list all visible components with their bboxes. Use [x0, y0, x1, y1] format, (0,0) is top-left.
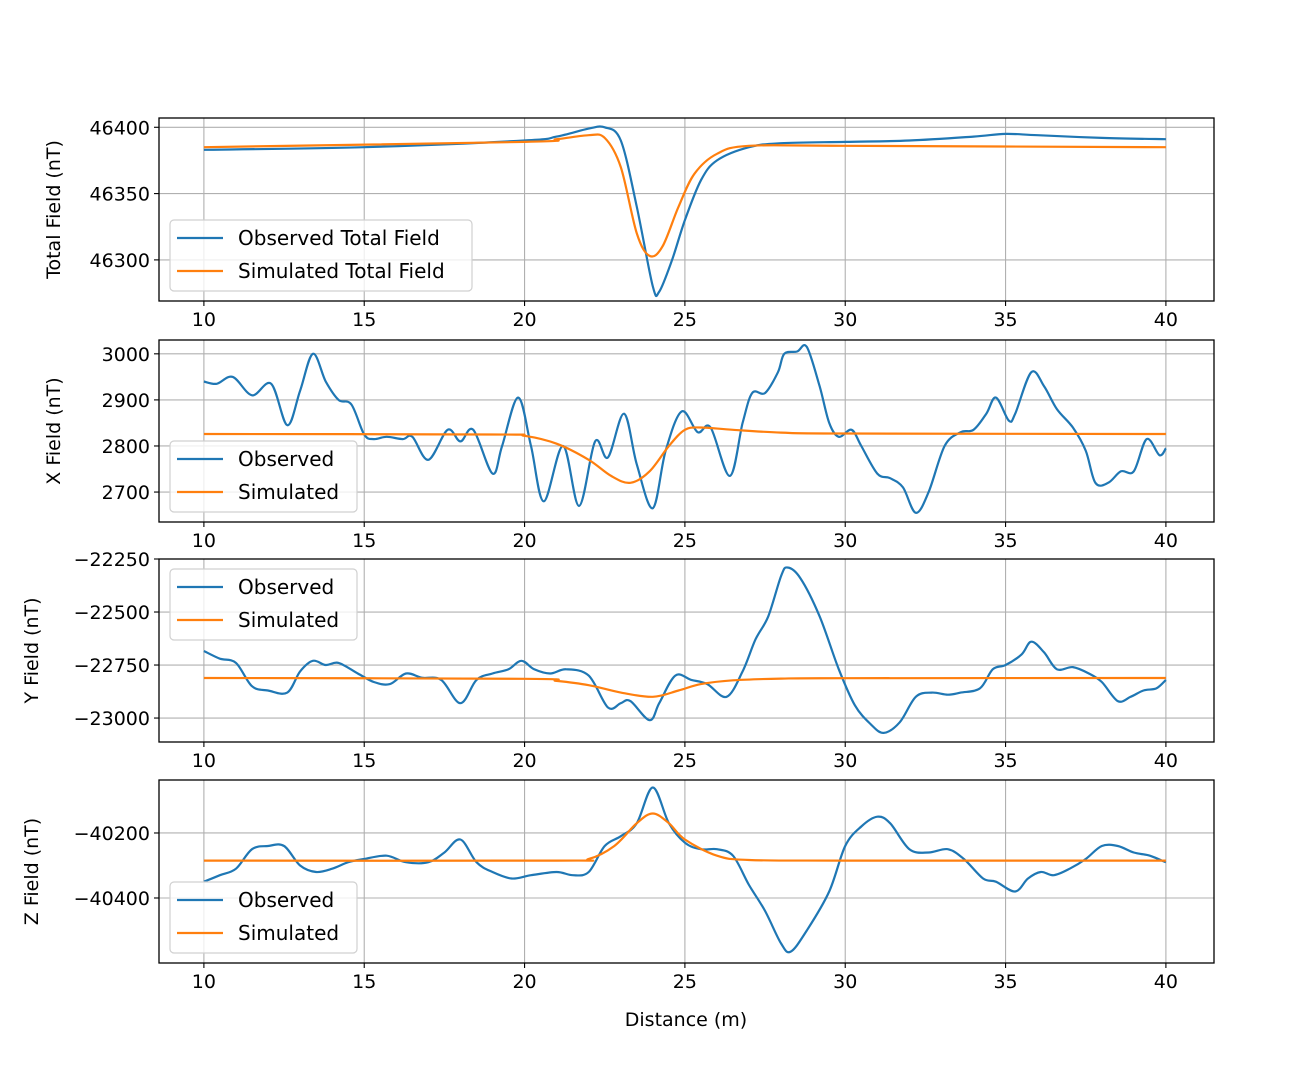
y-tick-label: 46400: [90, 117, 150, 139]
axes-frame: [158, 779, 1215, 964]
x-tick-label: 20: [512, 530, 536, 552]
x-tick-label: 25: [673, 750, 697, 772]
x-tick-label: 15: [352, 750, 376, 772]
subplot-3: 10 15 20 25 30 35 40 −22250 −22500 −22750 −23000 Y …: [21, 549, 1215, 772]
x-tick-label: 40: [1154, 750, 1178, 772]
series-line-observed-total-field: [203, 125, 1166, 298]
axes-frame: [158, 117, 1215, 302]
x-tick-label: 20: [512, 971, 536, 993]
legend-label: Observed: [238, 447, 334, 471]
y-tick-label: −40200: [74, 823, 150, 845]
subplot-4: 10 15 20 25 30 35 40 −40200 −40400 Z Field (nT) Ob…: [21, 779, 1215, 993]
y-tick-label: 3000: [102, 344, 150, 366]
legend-label: Simulated Total Field: [238, 259, 445, 283]
legend-label: Observed: [238, 888, 334, 912]
x-tick-label: 30: [833, 530, 857, 552]
y-tick-label: −22750: [74, 655, 150, 677]
y-tick-label: −40400: [74, 888, 150, 910]
legend: Observed Simulated: [169, 440, 358, 513]
x-tick-label: 25: [673, 309, 697, 331]
y-tick-label: 46300: [90, 250, 150, 272]
x-tick-label: 20: [512, 309, 536, 331]
x-tick-label: 15: [352, 309, 376, 331]
x-tick-label: 10: [192, 971, 216, 993]
x-tick-label: 10: [192, 750, 216, 772]
x-tick-label: 35: [993, 309, 1017, 331]
x-tick-label: 40: [1154, 530, 1178, 552]
x-tick-label: 15: [352, 530, 376, 552]
x-tick-label: 25: [673, 530, 697, 552]
x-tick-label: 10: [192, 309, 216, 331]
series-line-observed: [203, 343, 1167, 514]
x-tick-label: 35: [993, 530, 1017, 552]
x-tick-label: 10: [192, 530, 216, 552]
y-tick-label: −22500: [74, 602, 150, 624]
x-axis-label: Distance (m): [625, 1009, 747, 1031]
y-axis-label: Z Field (nT): [21, 818, 43, 925]
x-tick-label: 30: [833, 971, 857, 993]
legend-label: Simulated: [238, 480, 339, 504]
legend-label: Simulated: [238, 921, 339, 945]
x-tick-label: 40: [1154, 309, 1178, 331]
legend: Observed Simulated: [169, 881, 358, 954]
x-tick-label: 20: [512, 750, 536, 772]
y-tick-label: 2800: [102, 436, 150, 458]
series-line-simulated: [203, 426, 1166, 484]
series-line-simulated: [203, 676, 1166, 698]
subplot-1: 10 15 20 25 30 35 40 46300 46350 46400 Total Field…: [43, 117, 1215, 331]
series-line-simulated: [203, 812, 1166, 862]
y-axis-label: Y Field (nT): [21, 597, 43, 704]
x-tick-label: 30: [833, 309, 857, 331]
axes-frame: [158, 558, 1215, 743]
x-tick-label: 40: [1154, 971, 1178, 993]
x-tick-label: 25: [673, 971, 697, 993]
x-tick-label: 35: [993, 971, 1017, 993]
legend-box: [169, 219, 473, 292]
legend: Observed Total Field Simulated Total Fiel…: [169, 219, 473, 292]
y-tick-label: −22250: [74, 549, 150, 571]
axes-frame: [158, 339, 1215, 523]
series-line-simulated-total-field: [203, 133, 1166, 258]
y-axis-label: X Field (nT): [43, 377, 65, 484]
subplot-2: 10 15 20 25 30 35 40 2700 2800 2900 3000 X Field (n…: [43, 339, 1215, 552]
legend-label: Observed Total Field: [238, 226, 440, 250]
y-tick-label: 2900: [102, 390, 150, 412]
legend-label: Observed: [238, 575, 334, 599]
x-tick-label: 15: [352, 971, 376, 993]
x-tick-label: 30: [833, 750, 857, 772]
y-tick-label: −23000: [74, 708, 150, 730]
y-tick-label: 2700: [102, 482, 150, 504]
legend: Observed Simulated: [169, 568, 358, 641]
x-tick-label: 35: [993, 750, 1017, 772]
y-tick-label: 46350: [90, 184, 150, 206]
legend-label: Simulated: [238, 608, 339, 632]
y-axis-label: Total Field (nT): [43, 140, 65, 280]
